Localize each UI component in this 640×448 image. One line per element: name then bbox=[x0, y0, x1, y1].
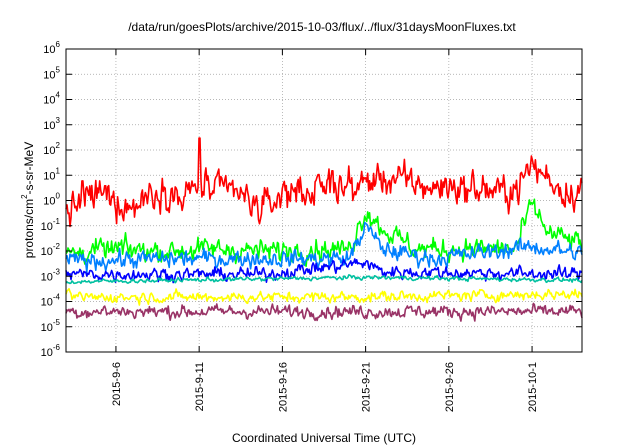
y-tick-exponent: -3 bbox=[53, 267, 61, 276]
y-tick-base: 10 bbox=[43, 120, 55, 132]
y-tick-base: 10 bbox=[43, 196, 55, 208]
series-line-5 bbox=[65, 274, 583, 285]
y-tick-base: 10 bbox=[41, 221, 53, 233]
y-tick-label: 102 bbox=[43, 141, 60, 157]
y-tick-exponent: 6 bbox=[56, 40, 61, 49]
y-axis-label-part: protons/cm bbox=[22, 199, 36, 258]
y-tick-base: 10 bbox=[41, 347, 53, 359]
y-tick-base: 10 bbox=[41, 322, 53, 334]
y-tick-exponent: 1 bbox=[56, 166, 61, 175]
y-axis: 10-610-510-410-310-210-11001011021031041… bbox=[41, 40, 582, 359]
series-line-1 bbox=[65, 137, 583, 228]
y-tick-label: 106 bbox=[43, 40, 60, 56]
y-axis-label-part: 2 bbox=[20, 194, 29, 199]
y-tick-label: 10-3 bbox=[41, 267, 61, 283]
chart-title: /data/run/goesPlots/archive/2015-10-03/f… bbox=[128, 20, 516, 34]
y-tick-label: 10-2 bbox=[41, 242, 61, 258]
y-axis-label-part: -s-sr-MeV bbox=[22, 142, 36, 195]
y-tick-label: 10-6 bbox=[41, 343, 61, 359]
y-tick-exponent: -5 bbox=[53, 318, 61, 327]
x-axis: 2015-9-6 2015-9-11 2015-9-16 2015-9-21 2015-… bbox=[111, 49, 539, 412]
y-tick-exponent: -1 bbox=[53, 217, 61, 226]
x-axis-label: Coordinated Universal Time (UTC) bbox=[232, 431, 416, 445]
y-tick-exponent: 0 bbox=[56, 192, 61, 201]
series-line-3 bbox=[65, 221, 583, 273]
y-tick-label: 100 bbox=[43, 192, 60, 208]
x-tick-label: 2015-9-16 bbox=[277, 362, 289, 412]
y-tick-base: 10 bbox=[43, 170, 55, 182]
y-tick-base: 10 bbox=[43, 145, 55, 157]
y-tick-label: 104 bbox=[43, 91, 60, 107]
x-tick-label: 2015-9-26 bbox=[444, 362, 456, 412]
y-tick-exponent: 5 bbox=[56, 65, 61, 74]
y-tick-label: 105 bbox=[43, 65, 60, 81]
y-tick-exponent: -4 bbox=[53, 293, 61, 302]
y-tick-label: 10-1 bbox=[41, 217, 61, 233]
y-tick-base: 10 bbox=[41, 271, 53, 283]
y-tick-label: 101 bbox=[43, 166, 60, 182]
x-tick-label: 2015-9-21 bbox=[361, 362, 373, 412]
y-tick-base: 10 bbox=[43, 95, 55, 107]
y-tick-label: 10-4 bbox=[41, 293, 61, 309]
y-tick-base: 10 bbox=[41, 297, 53, 309]
series-line-6 bbox=[65, 287, 583, 306]
y-tick-base: 10 bbox=[43, 69, 55, 81]
series-line-7 bbox=[65, 302, 583, 322]
y-tick-exponent: 2 bbox=[56, 141, 61, 150]
y-tick-exponent: -2 bbox=[53, 242, 61, 251]
y-tick-exponent: -6 bbox=[53, 343, 61, 352]
y-tick-base: 10 bbox=[43, 44, 55, 56]
x-tick-label: 2015-9-6 bbox=[111, 362, 123, 406]
y-tick-label: 103 bbox=[43, 116, 60, 132]
y-axis-label: protons/cm2-s-sr-MeV bbox=[20, 142, 36, 258]
x-tick-label: 2015-9-11 bbox=[194, 362, 206, 411]
y-tick-base: 10 bbox=[41, 246, 53, 258]
series-line-4 bbox=[65, 258, 583, 284]
x-tick-label: 2015-10-1 bbox=[527, 362, 539, 412]
y-tick-label: 10-5 bbox=[41, 318, 61, 334]
y-tick-exponent: 3 bbox=[56, 116, 61, 125]
series-group bbox=[65, 137, 583, 322]
y-tick-exponent: 4 bbox=[56, 91, 61, 100]
